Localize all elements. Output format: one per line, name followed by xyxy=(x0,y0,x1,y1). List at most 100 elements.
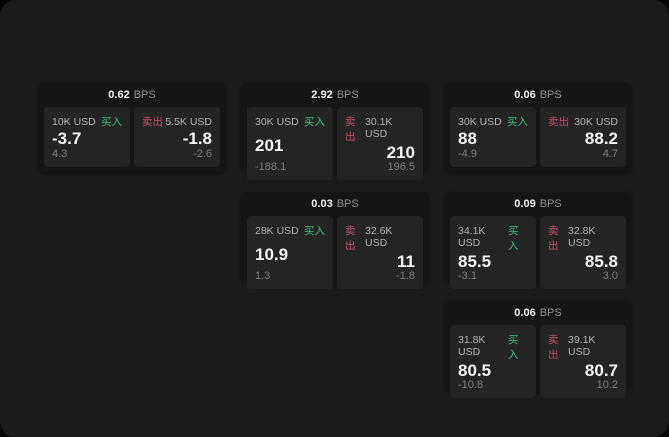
quote-panels: 31.8K USD 买入 80.5 -10.8 卖出 39.1K USD 80.… xyxy=(444,325,632,404)
buy-tile-header: 30K USD 买入 xyxy=(458,114,528,129)
spread-card: 0.62 BPS 10K USD 买入 -3.7 4.3 卖出 5.5K USD xyxy=(38,83,226,173)
buy-label: 买入 xyxy=(507,116,528,128)
buy-label: 买入 xyxy=(508,334,519,361)
buy-sub-value: 4.3 xyxy=(52,148,68,160)
sell-amount: 30K USD xyxy=(574,116,618,128)
sell-amount: 39.1K USD xyxy=(567,334,596,358)
sell-quote-tile[interactable]: 卖出 30K USD 88.2 4.7 xyxy=(540,107,626,167)
spread-card: 2.92 BPS 30K USD 买入 201 -188.1 卖出 30.1K … xyxy=(241,83,429,180)
bps-header: 2.92 BPS xyxy=(241,83,429,107)
buy-label: 买入 xyxy=(304,225,325,237)
sell-tile-header: 卖出 5.5K USD xyxy=(142,114,212,129)
buy-label: 买入 xyxy=(304,116,325,128)
sell-label: 卖出 xyxy=(548,334,559,361)
sell-tile-header: 卖出 30K USD xyxy=(548,114,618,129)
quote-panels: 10K USD 买入 -3.7 4.3 卖出 5.5K USD -1.8 -2.… xyxy=(38,107,226,173)
buy-sub-value: -3.1 xyxy=(458,270,477,282)
buy-quote-tile[interactable]: 30K USD 买入 201 -188.1 xyxy=(247,107,333,180)
sell-label: 卖出 xyxy=(142,116,163,128)
sell-amount: 32.8K USD xyxy=(567,225,596,249)
sell-price: 80.7 xyxy=(584,361,618,380)
bps-header: 0.62 BPS xyxy=(38,83,226,107)
spread-card: 0.09 BPS 34.1K USD 买入 85.5 -3.1 卖出 32.8K… xyxy=(444,192,632,289)
buy-quote-tile[interactable]: 10K USD 买入 -3.7 4.3 xyxy=(44,107,130,167)
sell-amount: 30.1K USD xyxy=(364,116,393,140)
bps-value: 0.09 xyxy=(514,198,536,210)
bps-header: 0.06 BPS xyxy=(444,83,632,107)
bps-unit-label: BPS xyxy=(539,307,562,319)
buy-price: -3.7 xyxy=(52,129,82,148)
sell-tile-header: 卖出 32.6K USD xyxy=(345,223,415,253)
sell-quote-tile[interactable]: 卖出 32.6K USD 11 -1.8 xyxy=(337,216,423,289)
buy-amount: 30K USD xyxy=(458,116,502,128)
buy-amount: 34.1K USD xyxy=(458,225,486,249)
sell-sub-value: -1.8 xyxy=(396,270,415,282)
buy-amount: 10K USD xyxy=(52,116,96,128)
sell-tile-header: 卖出 39.1K USD xyxy=(548,332,618,362)
bps-header: 0.09 BPS xyxy=(444,192,632,216)
sell-amount: 5.5K USD xyxy=(165,116,212,128)
buy-sub-value: -188.1 xyxy=(255,161,287,173)
buy-amount: 30K USD xyxy=(255,116,299,128)
sell-sub-value: 196.5 xyxy=(387,161,415,173)
bps-unit-label: BPS xyxy=(539,89,562,101)
bps-header: 0.06 BPS xyxy=(444,301,632,325)
bps-value: 0.06 xyxy=(514,307,536,319)
sell-label: 卖出 xyxy=(548,116,569,128)
sell-sub-value: -2.6 xyxy=(193,148,212,160)
sell-label: 卖出 xyxy=(345,225,356,252)
quote-card-grid: 0.62 BPS 10K USD 买入 -3.7 4.3 卖出 5.5K USD xyxy=(38,83,632,398)
sell-quote-tile[interactable]: 卖出 39.1K USD 80.7 10.2 xyxy=(540,325,626,398)
buy-tile-header: 10K USD 买入 xyxy=(52,114,122,129)
buy-sub-value: 1.3 xyxy=(255,270,271,282)
buy-price: 10.9 xyxy=(255,244,289,264)
spread-card: 0.06 BPS 31.8K USD 买入 80.5 -10.8 卖出 39.1… xyxy=(444,301,632,398)
bps-unit-label: BPS xyxy=(336,89,359,101)
buy-quote-tile[interactable]: 30K USD 买入 88 -4.9 xyxy=(450,107,536,167)
bps-header: 0.03 BPS xyxy=(241,192,429,216)
sell-label: 卖出 xyxy=(548,225,559,252)
quote-panels: 30K USD 买入 201 -188.1 卖出 30.1K USD 210 1… xyxy=(241,107,429,186)
buy-price: 201 xyxy=(255,135,284,155)
buy-quote-tile[interactable]: 31.8K USD 买入 80.5 -10.8 xyxy=(450,325,536,398)
buy-sub-value: -10.8 xyxy=(458,379,484,391)
sell-quote-tile[interactable]: 卖出 5.5K USD -1.8 -2.6 xyxy=(134,107,220,167)
buy-tile-header: 31.8K USD 买入 xyxy=(458,332,528,362)
buy-tile-header: 28K USD 买入 xyxy=(255,223,325,238)
spread-card: 0.03 BPS 28K USD 买入 10.9 1.3 卖出 32.6K US… xyxy=(241,192,429,289)
bps-value: 2.92 xyxy=(311,89,333,101)
buy-price: 85.5 xyxy=(458,252,492,271)
bps-unit-label: BPS xyxy=(133,89,156,101)
sell-price: -1.8 xyxy=(182,129,212,148)
buy-tile-header: 34.1K USD 买入 xyxy=(458,223,528,253)
bps-value: 0.03 xyxy=(311,198,333,210)
buy-tile-header: 30K USD 买入 xyxy=(255,114,325,129)
buy-quote-tile[interactable]: 28K USD 买入 10.9 1.3 xyxy=(247,216,333,289)
buy-quote-tile[interactable]: 34.1K USD 买入 85.5 -3.1 xyxy=(450,216,536,289)
sell-quote-tile[interactable]: 卖出 30.1K USD 210 196.5 xyxy=(337,107,423,180)
sell-sub-value: 4.7 xyxy=(602,148,618,160)
sell-quote-tile[interactable]: 卖出 32.8K USD 85.8 3.0 xyxy=(540,216,626,289)
sell-label: 卖出 xyxy=(345,116,356,143)
buy-label: 买入 xyxy=(508,225,519,252)
buy-sub-value: -4.9 xyxy=(458,148,477,160)
bps-value: 0.06 xyxy=(514,89,536,101)
buy-amount: 31.8K USD xyxy=(458,334,486,358)
sell-price: 210 xyxy=(386,143,415,162)
sell-price: 11 xyxy=(397,252,415,271)
bps-unit-label: BPS xyxy=(336,198,359,210)
buy-amount: 28K USD xyxy=(255,225,299,237)
sell-amount: 32.6K USD xyxy=(364,225,393,249)
quote-panels: 34.1K USD 买入 85.5 -3.1 卖出 32.8K USD 85.8… xyxy=(444,216,632,295)
sell-tile-header: 卖出 32.8K USD xyxy=(548,223,618,253)
quote-panels: 28K USD 买入 10.9 1.3 卖出 32.6K USD 11 -1.8 xyxy=(241,216,429,295)
sell-tile-header: 卖出 30.1K USD xyxy=(345,114,415,144)
spread-card: 0.06 BPS 30K USD 买入 88 -4.9 卖出 30K USD xyxy=(444,83,632,173)
buy-price: 80.5 xyxy=(458,361,492,380)
buy-price: 88 xyxy=(458,129,477,148)
sell-sub-value: 3.0 xyxy=(602,270,618,282)
quote-panels: 30K USD 买入 88 -4.9 卖出 30K USD 88.2 4.7 xyxy=(444,107,632,173)
sell-price: 88.2 xyxy=(584,129,618,148)
sell-sub-value: 10.2 xyxy=(596,379,618,391)
bps-unit-label: BPS xyxy=(539,198,562,210)
